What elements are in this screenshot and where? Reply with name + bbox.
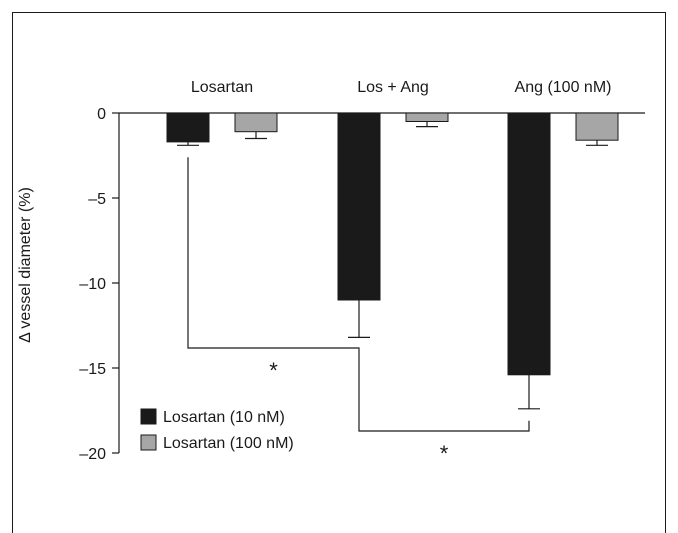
legend-label: Losartan (100 nM): [163, 435, 294, 452]
y-tick-label: 0: [97, 106, 106, 123]
bar: [405, 112, 449, 122]
legend-swatch: [140, 434, 157, 451]
significance-bracket: [358, 349, 530, 432]
y-tick-label: –5: [88, 191, 106, 208]
bar: [337, 112, 381, 301]
error-bars: [177, 121, 608, 410]
figure-frame: [12, 12, 666, 533]
y-tick-label: –20: [79, 446, 106, 463]
y-tick-label: –10: [79, 276, 106, 293]
category-label: Losartan: [191, 79, 253, 96]
bar: [166, 112, 210, 143]
bar: [575, 112, 619, 141]
y-axis-label: Δ vessel diameter (%): [17, 187, 34, 343]
category-label: Los + Ang: [357, 79, 429, 96]
significance-bracket: [187, 157, 360, 350]
y-tick-label: –15: [79, 361, 106, 378]
legend: Losartan (10 nM) Losartan (100 nM): [140, 408, 294, 452]
significance-asterisk: *: [440, 441, 449, 466]
bars: [166, 112, 619, 376]
significance-brackets: **: [187, 157, 530, 466]
significance-asterisk: *: [269, 358, 278, 383]
legend-label: Losartan (10 nM): [163, 409, 285, 426]
bar: [507, 112, 551, 376]
category-label: Ang (100 nM): [515, 79, 612, 96]
category-labels: Losartan Los + Ang Ang (100 nM): [191, 79, 612, 96]
bar: [234, 112, 278, 133]
legend-swatch: [140, 408, 157, 425]
